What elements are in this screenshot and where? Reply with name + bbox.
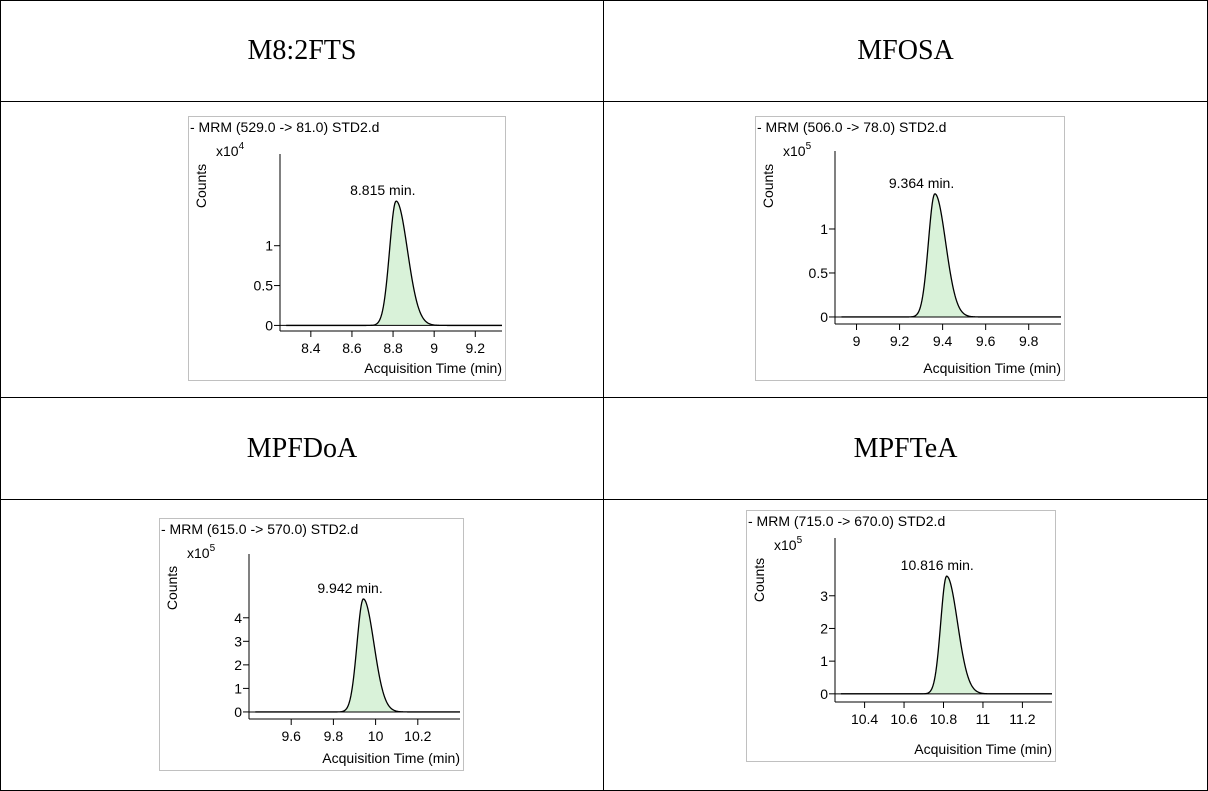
x-axis-label: Acquisition Time (min) xyxy=(923,360,1061,376)
y-tick-label: 4 xyxy=(234,610,242,626)
x-tick-label: 9.4 xyxy=(933,333,953,349)
peak-label: 9.364 min. xyxy=(889,175,954,191)
x-tick-label: 9 xyxy=(430,340,438,356)
y-tick-label: 2 xyxy=(234,657,242,673)
chart-svg: - MRM (529.0 -> 81.0) STD2.d Counts x104 0 0… xyxy=(188,116,506,381)
y-tick-label: 0.5 xyxy=(809,265,829,281)
x-tick-label: 10.6 xyxy=(890,711,917,727)
y-tick-label: 1 xyxy=(820,221,828,237)
compound-header-2: MPFDoA xyxy=(0,398,604,500)
y-tick-label: 3 xyxy=(820,588,828,604)
compound-name: M8:2FTS xyxy=(247,35,357,66)
chromatogram-plot: - MRM (715.0 -> 670.0) STD2.d Counts x105 0… xyxy=(746,510,1056,767)
compound-name: MPFDoA xyxy=(246,432,358,464)
peak-area xyxy=(910,193,982,317)
plot-frame xyxy=(746,510,1056,762)
x-tick-label: 9.2 xyxy=(466,340,486,356)
x-tick-label: 10.4 xyxy=(851,711,878,727)
compound-header-0: M8:2FTS xyxy=(0,0,604,102)
y-tick-label: 1 xyxy=(265,238,273,254)
peak-area xyxy=(339,598,410,712)
x-tick-label: 8.8 xyxy=(383,340,403,356)
peak-label: 8.815 min. xyxy=(350,182,415,198)
chart-svg: - MRM (506.0 -> 78.0) STD2.d Counts x105 0 0… xyxy=(755,116,1065,381)
x-tick-label: 11 xyxy=(976,711,991,727)
chart-svg: - MRM (715.0 -> 670.0) STD2.d Counts x105 0… xyxy=(746,510,1056,762)
plot-frame xyxy=(755,116,1065,381)
chart-svg: - MRM (615.0 -> 570.0) STD2.d Counts x105 0… xyxy=(159,518,464,771)
compound-name: MPFTeA xyxy=(853,432,958,464)
x-tick-label: 10 xyxy=(368,728,384,744)
y-tick-label: 0 xyxy=(234,704,242,720)
y-tick-label: 2 xyxy=(820,620,828,636)
x-axis-label: Acquisition Time (min) xyxy=(914,741,1052,757)
x-axis-label: Acquisition Time (min) xyxy=(364,360,502,376)
plot-frame xyxy=(159,518,464,771)
x-tick-label: 11.2 xyxy=(1009,711,1035,727)
y-axis-label: Counts xyxy=(164,566,180,610)
y-tick-label: 1 xyxy=(820,653,828,669)
chart-title: - MRM (715.0 -> 670.0) STD2.d xyxy=(748,513,945,529)
x-tick-label: 10.8 xyxy=(930,711,957,727)
y-tick-label: 1 xyxy=(234,680,242,696)
chart-title: - MRM (506.0 -> 78.0) STD2.d xyxy=(757,119,946,135)
peak-label: 10.816 min. xyxy=(901,557,974,573)
x-tick-label: 9 xyxy=(853,333,861,349)
x-tick-label: 8.4 xyxy=(301,340,321,356)
chart-title: - MRM (529.0 -> 81.0) STD2.d xyxy=(190,119,379,135)
y-multiplier: x104 xyxy=(216,141,245,159)
peak-area xyxy=(372,201,441,326)
chart-cell-1: - MRM (506.0 -> 78.0) STD2.d Counts x105 0 0… xyxy=(604,102,1208,398)
compound-header-1: MFOSA xyxy=(604,0,1208,102)
chart-title: - MRM (615.0 -> 570.0) STD2.d xyxy=(161,521,358,537)
x-tick-label: 9.8 xyxy=(324,728,344,744)
chart-cell-2: - MRM (615.0 -> 570.0) STD2.d Counts x105 0… xyxy=(0,500,604,791)
x-tick-label: 8.6 xyxy=(342,340,362,356)
y-tick-label: 0 xyxy=(820,686,828,702)
y-axis-label: Counts xyxy=(760,164,776,208)
x-tick-label: 10.2 xyxy=(404,728,431,744)
y-multiplier: x105 xyxy=(187,543,216,561)
x-axis-label: Acquisition Time (min) xyxy=(322,750,460,766)
y-multiplier: x105 xyxy=(774,535,803,553)
y-tick-label: 0 xyxy=(265,317,273,333)
x-tick-label: 9.2 xyxy=(890,333,910,349)
x-tick-label: 9.8 xyxy=(1019,333,1039,349)
y-axis-label: Counts xyxy=(193,164,209,208)
y-tick-label: 3 xyxy=(234,633,242,649)
x-tick-label: 9.6 xyxy=(281,728,301,744)
peak-label: 9.942 min. xyxy=(317,580,382,596)
x-tick-label: 9.6 xyxy=(976,333,996,349)
chromatogram-plot: - MRM (615.0 -> 570.0) STD2.d Counts x105 0… xyxy=(159,518,464,776)
chromatogram-plot: - MRM (529.0 -> 81.0) STD2.d Counts x104 0 0… xyxy=(188,116,506,386)
compound-name: MFOSA xyxy=(857,35,954,66)
plot-frame xyxy=(188,116,506,381)
compound-header-3: MPFTeA xyxy=(604,398,1208,500)
chart-cell-3: - MRM (715.0 -> 670.0) STD2.d Counts x105 0… xyxy=(604,500,1208,791)
y-axis-label: Counts xyxy=(751,558,767,602)
y-tick-label: 0.5 xyxy=(254,278,274,294)
y-multiplier: x105 xyxy=(783,141,812,159)
chart-cell-0: - MRM (529.0 -> 81.0) STD2.d Counts x104 0 0… xyxy=(0,102,604,398)
chromatogram-plot: - MRM (506.0 -> 78.0) STD2.d Counts x105 0 0… xyxy=(755,116,1065,386)
y-tick-label: 0 xyxy=(820,309,828,325)
